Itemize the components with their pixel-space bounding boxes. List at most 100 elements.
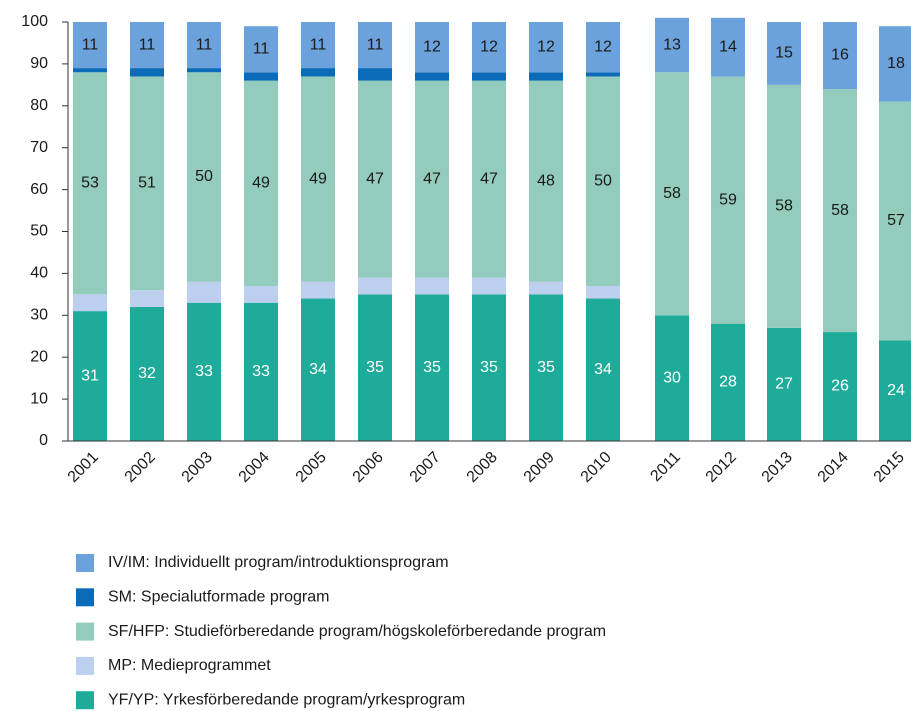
bar-segment: [130, 22, 164, 69]
data-label: 51: [138, 175, 156, 192]
data-label: 12: [537, 38, 555, 55]
bar-segment: [73, 294, 107, 312]
data-label: 50: [594, 172, 612, 189]
y-tick-label: 40: [30, 265, 48, 282]
x-tick-label: 2007: [407, 449, 444, 486]
data-label: 27: [775, 376, 793, 393]
data-label: 11: [196, 36, 213, 53]
bar-segment: [711, 17, 745, 77]
bar-segment: [244, 26, 278, 73]
bar-segment: [529, 80, 563, 282]
bar-segment: [823, 332, 857, 441]
data-label: 35: [366, 359, 384, 376]
bar-segment: [358, 80, 392, 278]
data-label: 11: [82, 36, 99, 53]
bar-segment: [415, 277, 449, 295]
data-label: 11: [139, 36, 156, 53]
legend-swatch: [76, 588, 94, 607]
legend-swatch: [76, 554, 94, 572]
x-tick-label: 2005: [293, 449, 330, 486]
bar-segment: [586, 22, 620, 73]
data-label: 47: [366, 170, 384, 187]
data-label: 11: [253, 40, 270, 57]
legend-label: YF/YP: Yrkesförberedande program/yrkespr…: [108, 691, 465, 708]
bar-segment: [187, 68, 221, 73]
bar-segment: [415, 294, 449, 441]
bar-segment: [130, 68, 164, 77]
data-label: 35: [423, 359, 441, 376]
bar-segment: [187, 22, 221, 69]
x-tick-label: 2013: [759, 449, 796, 486]
x-tick-label: 2009: [521, 449, 558, 486]
bar-segment: [586, 285, 620, 299]
bar-segment: [472, 294, 506, 441]
x-tick-label: 2012: [703, 449, 740, 486]
legend-swatch: [76, 622, 94, 641]
data-label: 58: [775, 198, 793, 215]
bar-segment: [472, 72, 506, 81]
data-label: 11: [367, 36, 384, 53]
data-label: 18: [887, 55, 905, 72]
data-label: 50: [195, 168, 213, 185]
data-label: 12: [480, 38, 498, 55]
data-label: 58: [663, 185, 681, 202]
y-tick-label: 100: [21, 13, 48, 30]
data-label: 49: [252, 175, 270, 192]
x-tick-label: 2006: [350, 449, 387, 486]
data-label: 12: [594, 38, 612, 55]
bar-segment: [655, 17, 689, 73]
legend-label: SM: Specialutformade program: [108, 589, 329, 606]
data-label: 35: [480, 359, 498, 376]
data-label: 53: [81, 175, 99, 192]
data-label: 33: [195, 363, 213, 380]
bar-segment: [358, 68, 392, 81]
bar-segment: [415, 80, 449, 278]
bar-segment: [130, 306, 164, 441]
bar-segment: [472, 22, 506, 73]
bar-segment: [301, 22, 335, 69]
bar-segment: [879, 26, 911, 102]
data-label: 26: [831, 378, 849, 395]
y-tick-label: 10: [30, 390, 48, 407]
bar-segment: [187, 302, 221, 441]
bar-segment: [301, 68, 335, 77]
data-label: 16: [831, 47, 849, 64]
bar-segment: [301, 76, 335, 282]
bar-segment: [655, 72, 689, 316]
x-tick-label: 2002: [122, 449, 159, 486]
x-tick-label: 2001: [65, 449, 102, 486]
x-tick-label: 2008: [464, 449, 501, 486]
data-label: 31: [81, 367, 99, 384]
bar-segment: [711, 76, 745, 324]
bar-segment: [711, 323, 745, 441]
legend-label: MP: Medieprogrammet: [108, 657, 271, 674]
bar-segment: [130, 76, 164, 291]
bar-segment: [244, 302, 278, 441]
x-tick-label: 2010: [578, 449, 615, 486]
bar-segment: [358, 294, 392, 441]
data-label: 49: [309, 170, 327, 187]
bar-segment: [301, 281, 335, 299]
data-label: 58: [831, 202, 849, 219]
data-label: 47: [480, 170, 498, 187]
y-tick-label: 60: [30, 181, 48, 198]
bar-segment: [879, 101, 911, 341]
bar-segment: [358, 277, 392, 295]
data-label: 34: [594, 361, 612, 378]
data-label: 11: [310, 36, 327, 53]
x-tick-label: 2003: [179, 449, 216, 486]
y-tick-label: 70: [30, 139, 48, 156]
bar-segment: [655, 315, 689, 441]
bar-segment: [415, 72, 449, 81]
bar-segment: [586, 76, 620, 286]
bar-segment: [73, 22, 107, 69]
data-label: 13: [663, 36, 681, 53]
y-tick-label: 0: [39, 432, 48, 449]
bar-segment: [529, 22, 563, 73]
legend-swatch: [76, 691, 94, 710]
bar-segment: [529, 281, 563, 295]
data-label: 47: [423, 170, 441, 187]
data-label: 57: [887, 212, 905, 229]
data-label: 34: [309, 361, 327, 378]
